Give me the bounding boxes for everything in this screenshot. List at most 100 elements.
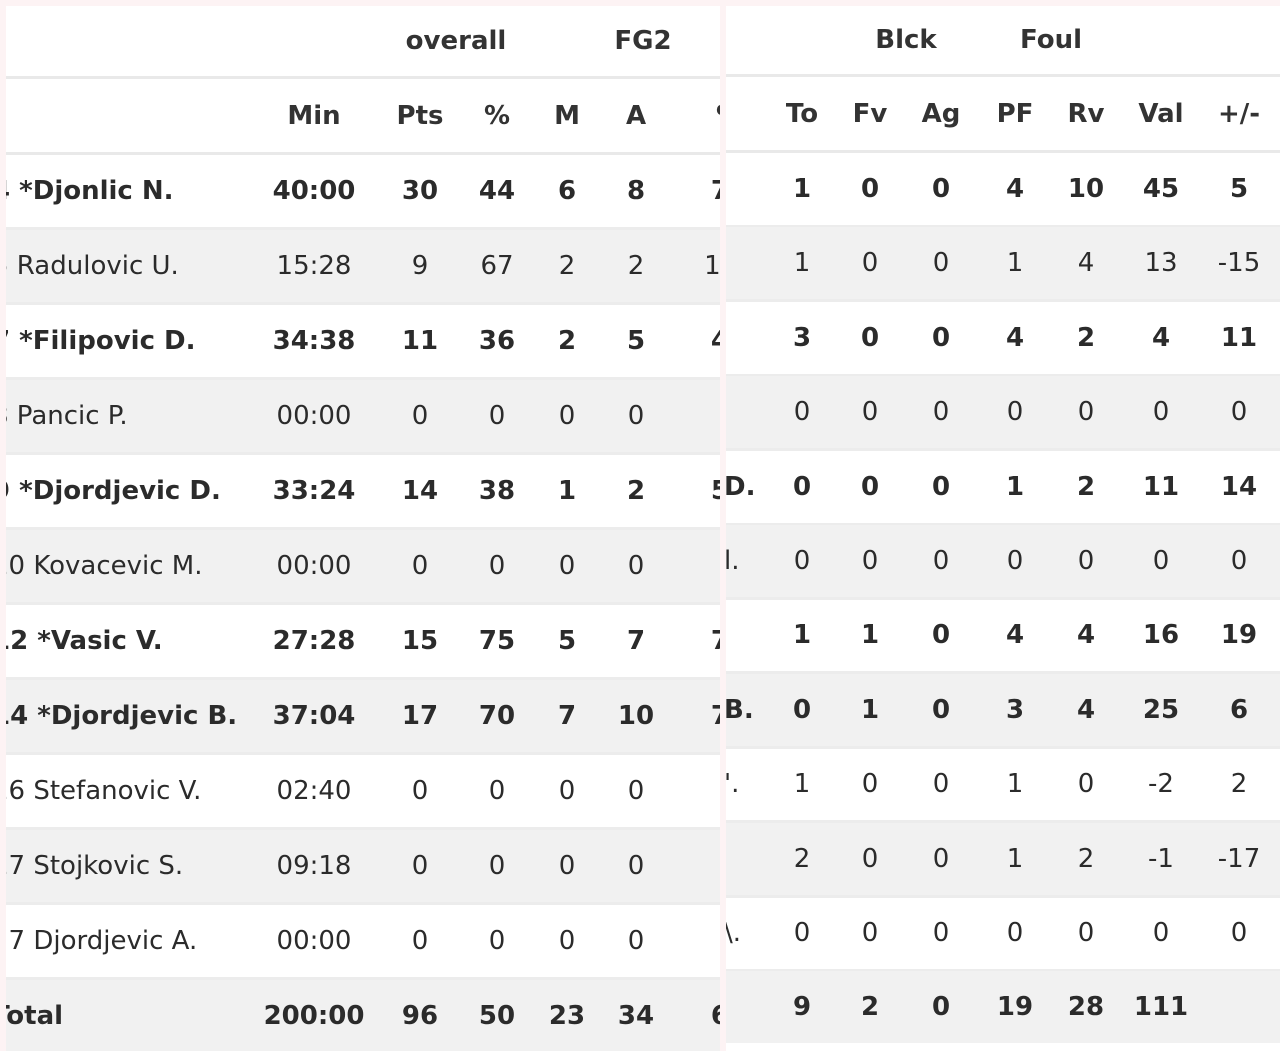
plus-minus-cell: 0 (1230, 918, 1248, 948)
blocks-against-cell: 0 (932, 397, 950, 428)
minutes-cell: 00:00 (276, 926, 352, 956)
fg2-pct-cell: 50 (710, 476, 720, 506)
fg2-pct-cell: 68 (710, 1001, 720, 1031)
player-row: 12 *Vasic V. 27:28 15 75 5 7 71 (6, 605, 720, 680)
plus-minus-cell: 6 (1229, 694, 1249, 725)
overall-pct-cell: 44 (478, 176, 516, 206)
player-stats-row: 3 0 0 4 2 4 11 (726, 302, 1280, 377)
player-row: 10 Kovacevic M. 00:00 0 0 0 0 0 (6, 530, 720, 605)
minutes-cell: 15:28 (276, 251, 352, 281)
column-header-pf: PF (996, 98, 1034, 129)
player-stats-row: '. 1 0 0 1 0 -2 2 (726, 748, 1280, 824)
valuation-cell: 0 (1152, 918, 1170, 948)
personal-fouls-cell: 1 (1006, 843, 1024, 874)
right-group-header-row: Blck Foul (726, 6, 1280, 77)
personal-fouls-cell: 0 (1006, 397, 1024, 428)
player-name-cell: 17 Stojkovic S. (6, 851, 184, 881)
name-tail-cell: '. (726, 769, 740, 800)
player-name-cell: 5 Radulovic U. (6, 251, 179, 281)
name-tail-cell: D. (726, 471, 756, 502)
blocks-against-cell: 0 (931, 322, 951, 353)
minutes-cell: 02:40 (276, 776, 352, 806)
overall-pct-cell: 67 (480, 251, 514, 281)
valuation-cell: 4 (1151, 322, 1171, 353)
blocks-against-cell: 0 (932, 769, 950, 800)
points-cell: 0 (411, 926, 429, 956)
overall-pct-cell: 0 (488, 551, 506, 581)
column-header-pts: Pts (396, 100, 444, 131)
fouls-received-cell: 0 (1077, 397, 1095, 428)
minutes-cell: 00:00 (276, 401, 352, 431)
name-tail-cell (726, 227, 764, 299)
turnovers-cell: 2 (793, 843, 811, 874)
fouls-received-cell: 28 (1067, 992, 1105, 1023)
column-header-made: M (554, 100, 580, 131)
minutes-cell: 27:28 (272, 626, 356, 656)
points-cell: 0 (411, 551, 429, 581)
fg2-pct-cell: 0 (694, 830, 720, 902)
name-tail-cell (726, 823, 764, 895)
points-cell: 0 (411, 401, 429, 431)
points-cell: 30 (401, 176, 439, 206)
player-name-cell: Total (6, 1001, 64, 1031)
fg2-made-cell: 2 (557, 326, 577, 356)
minutes-cell: 200:00 (263, 1001, 365, 1031)
blocks-against-cell: 0 (931, 620, 951, 651)
overall-pct-cell: 36 (478, 326, 516, 356)
player-row: 14 *Djordjevic B. 37:04 17 70 7 10 70 (6, 680, 720, 755)
valuation-cell: 0 (1152, 546, 1170, 576)
player-row: 8 Pancic P. 00:00 0 0 0 0 0 (6, 380, 720, 455)
turnovers-cell: 0 (793, 546, 811, 576)
overall-pct-cell: 38 (478, 476, 516, 506)
column-header-pct: % (483, 100, 511, 131)
name-tail-cell: \. (726, 918, 742, 948)
minutes-cell: 34:38 (272, 326, 356, 356)
valuation-cell: 25 (1142, 694, 1180, 725)
fg2-attempted-cell: 10 (617, 701, 655, 731)
personal-fouls-cell: 4 (1005, 174, 1025, 204)
player-stats-row: \. 0 0 0 0 0 0 0 (726, 897, 1280, 972)
player-row: 17 Stojkovic S. 09:18 0 0 0 0 0 (6, 830, 720, 905)
fg2-made-cell: 7 (557, 701, 577, 731)
fg2-pct-cell: 0 (694, 905, 720, 977)
blocks-favor-cell: 0 (860, 471, 880, 502)
player-stats-row-total: 9 2 0 19 28 111 (726, 971, 1280, 1044)
blocks-against-cell: 0 (931, 694, 951, 725)
left-group-header-row: overall FG2 (6, 6, 720, 79)
blocks-favor-cell: 0 (861, 546, 879, 576)
minutes-cell: 33:24 (272, 476, 356, 506)
fg2-attempted-cell: 8 (626, 176, 646, 206)
overall-pct-cell: 0 (488, 926, 506, 956)
turnovers-cell: 1 (792, 174, 812, 204)
player-row: 9 *Djordjevic D. 33:24 14 38 1 2 50 (6, 455, 720, 530)
fg2-pct-cell: 0 (694, 755, 720, 827)
points-cell: 9 (411, 251, 429, 281)
fg2-pct-cell: 40 (710, 326, 720, 356)
fg2-pct-cell: 0 (694, 530, 720, 602)
blocks-favor-cell: 0 (861, 918, 879, 948)
blocks-favor-cell: 0 (861, 248, 879, 279)
name-tail-cell (726, 153, 764, 225)
player-stats-row: 1 0 0 4 10 45 5 (726, 153, 1280, 228)
column-header-val: Val (1138, 98, 1184, 129)
plus-minus-cell: -17 (1217, 843, 1261, 874)
fg2-attempted-cell: 34 (617, 1001, 655, 1031)
valuation-cell: 13 (1144, 248, 1178, 279)
plus-minus-cell: 0 (1230, 546, 1248, 576)
overall-pct-cell: 0 (488, 851, 506, 881)
player-stats-row: l. 0 0 0 0 0 0 0 (726, 525, 1280, 600)
fg2-pct-cell: 70 (710, 701, 720, 731)
blocks-against-cell: 0 (932, 918, 950, 948)
player-row-total: Total 200:00 96 50 23 34 68 (6, 980, 720, 1051)
overall-pct-cell: 75 (478, 626, 516, 656)
fg2-made-cell: 5 (557, 626, 577, 656)
fg2-made-cell: 0 (558, 776, 576, 806)
plus-minus-cell: 14 (1220, 471, 1258, 502)
plus-minus-cell (1204, 971, 1274, 1043)
fg2-made-cell: 0 (558, 551, 576, 581)
name-tail-cell: l. (726, 546, 740, 576)
left-stats-panel: overall FG2 Min Pts % M A % 4 *Djonlic N… (6, 6, 720, 1051)
plus-minus-cell: -15 (1217, 248, 1261, 279)
fouls-received-cell: 4 (1076, 694, 1096, 725)
fg2-pct-cell: 0 (694, 380, 720, 452)
